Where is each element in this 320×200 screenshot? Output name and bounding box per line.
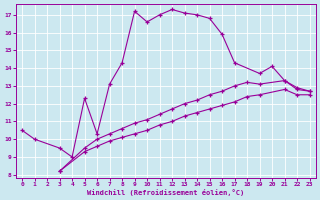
X-axis label: Windchill (Refroidissement éolien,°C): Windchill (Refroidissement éolien,°C) (87, 189, 244, 196)
